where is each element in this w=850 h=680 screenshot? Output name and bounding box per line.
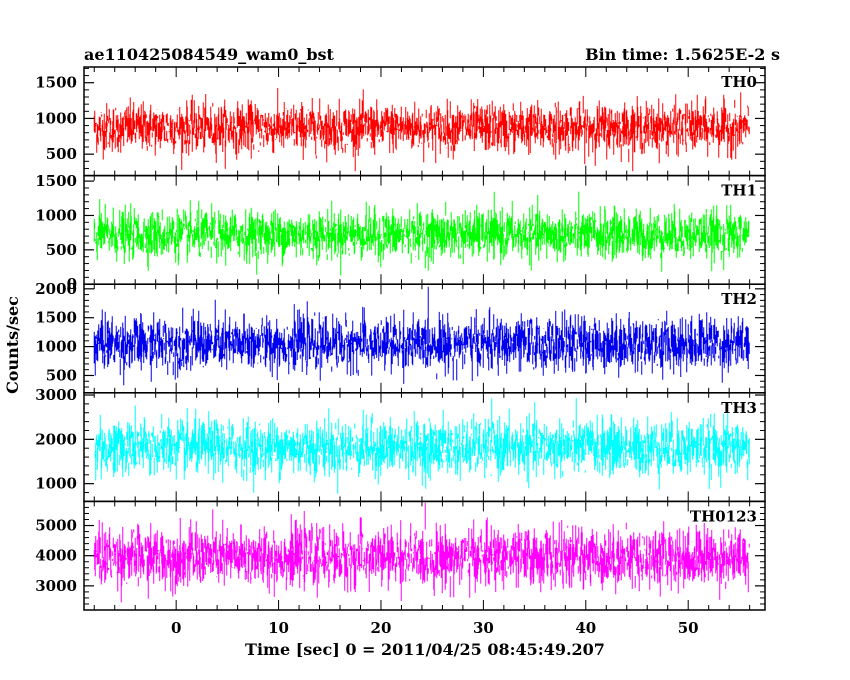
x-tick-label: 50	[678, 619, 699, 637]
y-tick-label: 1000	[35, 338, 77, 356]
y-tick-label: 2000	[35, 430, 77, 448]
y-tick-label: 1000	[35, 475, 77, 493]
x-tick-label: 0	[171, 619, 181, 637]
y-tick-label: 3000	[35, 386, 77, 404]
panel-label: TH3	[721, 399, 757, 417]
x-tick-label: 40	[575, 619, 596, 637]
y-tick-label: 0	[67, 275, 77, 293]
x-axis: 0 10 20 30 40 50	[171, 619, 699, 637]
panel-th1: 0 500 1000 1500 TH1	[35, 172, 766, 293]
x-tick-label: 30	[473, 619, 494, 637]
y-tick-label: 4000	[35, 547, 77, 565]
y-tick-label: 500	[46, 145, 77, 163]
panel-th2: 500 1000 1500 2000 TH2	[35, 280, 766, 394]
y-tick-label: 1000	[35, 109, 77, 127]
y-tick-label: 1500	[35, 172, 77, 190]
y-tick-label: 500	[46, 241, 77, 259]
series-th1	[93, 191, 750, 276]
series-th0123	[93, 502, 750, 603]
panel-th0: 500 1000 1500 TH0	[35, 66, 766, 177]
x-tick-label: 20	[371, 619, 392, 637]
panel-label: TH0123	[690, 507, 757, 525]
y-tick-label: 5000	[35, 517, 77, 535]
y-tick-label: 500	[46, 366, 77, 384]
y-tick-label: 1000	[35, 206, 77, 224]
y-tick-label: 3000	[35, 577, 77, 595]
y-axis-label: Counts/sec	[3, 296, 22, 394]
series-th2	[93, 286, 750, 386]
panel-frame	[83, 174, 766, 285]
x-axis-label: Time [sec] 0 = 2011/04/25 08:45:49.207	[245, 640, 605, 659]
series-th0	[93, 88, 750, 172]
panels-group: 500 1000 1500 TH0 0 500 1000 1500 TH1 500 1000 1500…	[35, 66, 766, 611]
panel-label: TH2	[721, 290, 757, 308]
panel-label: TH1	[721, 182, 757, 200]
panel-th0123: 3000 4000 5000 TH0123	[35, 500, 766, 611]
y-tick-label: 1500	[35, 309, 77, 327]
y-tick-label: 2000	[35, 280, 77, 298]
bin-time-label: Bin time: 1.5625E-2 s	[585, 45, 780, 64]
panel-th3: 1000 2000 3000 TH3	[35, 386, 766, 503]
y-tick-label: 1500	[35, 74, 77, 92]
x-tick-label: 10	[268, 619, 289, 637]
chart-title: ae110425084549_wam0_bst	[84, 45, 335, 64]
panel-label: TH0	[721, 73, 757, 91]
series-th3	[94, 398, 750, 494]
